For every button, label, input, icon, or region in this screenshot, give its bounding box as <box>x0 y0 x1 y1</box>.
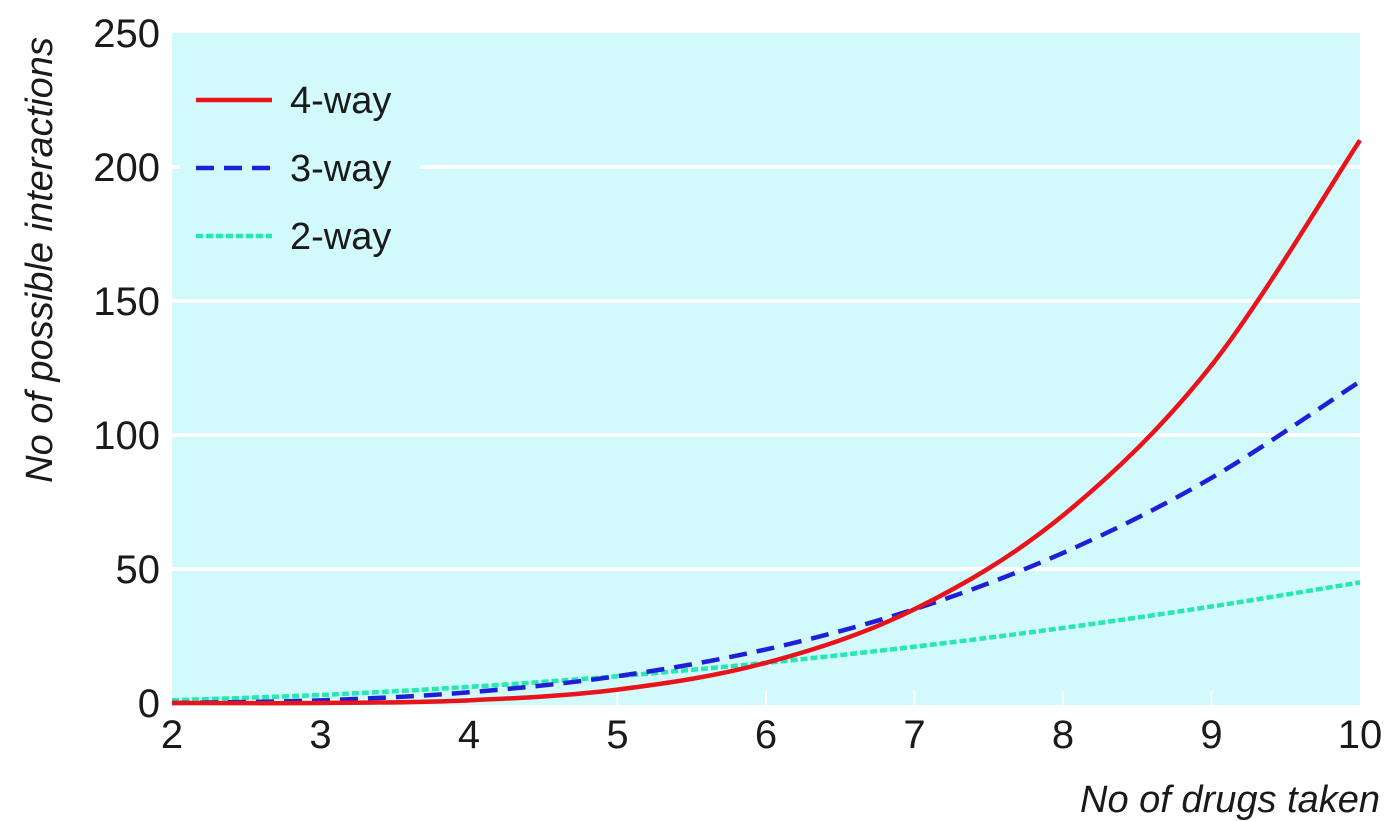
x-tick-label: 9 <box>1200 713 1222 757</box>
y-tick-label: 0 <box>138 682 160 726</box>
x-tick-label: 4 <box>458 713 480 757</box>
y-tick-label: 100 <box>93 414 160 458</box>
series-lines <box>171 138 1362 706</box>
legend-label: 4-way <box>290 80 391 122</box>
x-tick-label: 5 <box>606 713 628 757</box>
legend: 4-way 3-way 2-way <box>196 80 391 258</box>
y-tick-label: 150 <box>93 280 160 324</box>
x-axis-ticks <box>319 691 1213 705</box>
series-line-3-way <box>171 379 1362 706</box>
legend-label: 3-way <box>290 148 391 190</box>
y-tick-label: 250 <box>93 12 160 56</box>
x-axis-labels: 2 3 4 5 6 7 8 9 10 <box>161 713 1382 757</box>
x-tick-label: 6 <box>755 713 777 757</box>
x-tick-label: 10 <box>1338 713 1383 757</box>
y-axis-labels: 0 50 100 150 200 250 <box>93 12 160 726</box>
y-tick-label: 200 <box>93 146 160 190</box>
x-tick-label: 7 <box>903 713 925 757</box>
x-tick-label: 3 <box>309 713 331 757</box>
x-axis-title: No of drugs taken <box>1080 779 1380 821</box>
x-tick-label: 2 <box>161 713 183 757</box>
y-tick-label: 50 <box>116 548 161 592</box>
legend-label: 2-way <box>290 216 391 258</box>
y-axis-title: No of possible interactions <box>19 37 61 483</box>
series-line-4-way <box>171 138 1362 706</box>
x-tick-label: 8 <box>1052 713 1074 757</box>
